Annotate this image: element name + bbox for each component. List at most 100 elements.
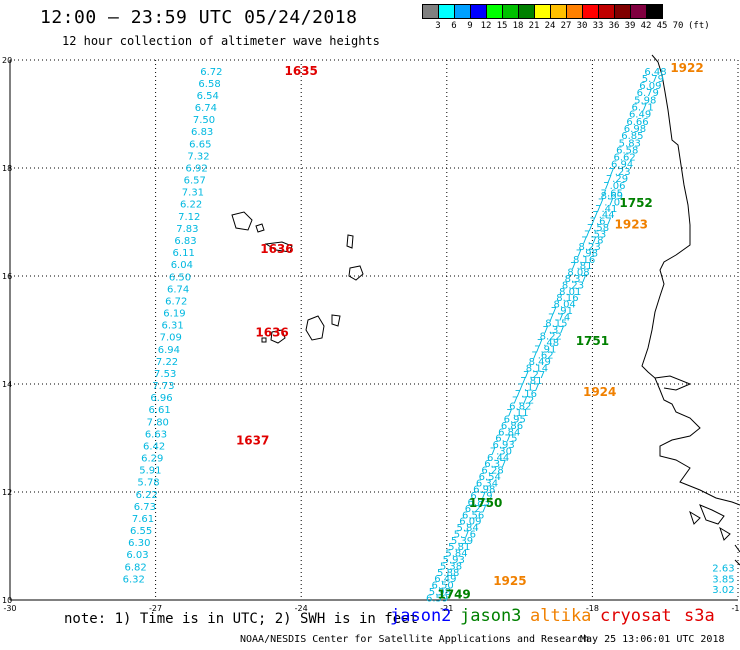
- wave-height-value: 8.08: [567, 268, 589, 279]
- wave-height-value: 5.76: [454, 529, 476, 540]
- wave-height-value: 7.81: [570, 261, 592, 272]
- wave-height-value: 6.83: [468, 498, 490, 509]
- legend-label: 21: [528, 21, 540, 31]
- wave-height-value: 6.09: [459, 517, 481, 528]
- wave-height-value: 7.27: [523, 370, 545, 381]
- wave-height-value: 6.03: [126, 550, 148, 561]
- legend-altika: altika: [530, 606, 592, 626]
- legend-label: 42: [640, 21, 652, 31]
- generated-timestamp: May 25 13:06:01 UTC 2018: [580, 634, 725, 645]
- wave-height-value: 7.62: [531, 351, 553, 362]
- lat-tick-label: 20: [2, 56, 12, 65]
- pass-time-label: 1752: [619, 196, 652, 210]
- wave-height-value: 2.63: [712, 564, 734, 575]
- wave-height-value: 7.12: [178, 212, 200, 223]
- legend-swatch: [646, 4, 663, 19]
- legend-label: 3: [435, 21, 441, 31]
- wave-height-value: 5.83: [619, 138, 641, 149]
- wave-height-value: 6.79: [470, 491, 492, 502]
- legend-label: 45: [656, 21, 668, 31]
- wave-height-value: 6.48: [644, 67, 666, 78]
- wave-height-value: 6.19: [163, 309, 185, 320]
- wave-height-value: 6.34: [476, 478, 498, 489]
- lat-tick-label: 16: [2, 272, 12, 281]
- wave-height-value: 6.71: [632, 103, 654, 114]
- track-jason2: 2.633.853.02: [712, 564, 734, 597]
- wave-height-value: 6.84: [498, 427, 520, 438]
- wave-height-value: 6.94: [158, 345, 180, 356]
- legend-label: 30: [576, 21, 588, 31]
- wave-height-value: 8.49: [529, 357, 551, 368]
- wave-height-value: 6.95: [504, 415, 526, 426]
- wave-height-value: 6.09: [639, 81, 661, 92]
- wave-height-value: 7.53: [154, 369, 176, 380]
- wave-height-value: 5.84: [445, 549, 467, 560]
- island-sal: [346, 234, 354, 249]
- wave-height-value: 7.70: [598, 197, 620, 208]
- wave-height-value: 8.15: [545, 319, 567, 330]
- island-maio: [331, 314, 341, 327]
- wave-height-value: 6.58: [198, 79, 220, 90]
- wave-height-value: 7.80: [147, 417, 169, 428]
- wave-height-value: 7.91: [534, 344, 556, 355]
- wave-height-value: 7.16: [515, 389, 537, 400]
- wave-height-value: 6.50: [169, 272, 191, 283]
- track-jason3-b: 6.485.796.096.795.986.716.496.666.986.85…: [601, 67, 667, 200]
- wave-height-value: 6.82: [124, 562, 146, 573]
- wave-height-value: 7.22: [156, 357, 178, 368]
- island-fogo: [270, 329, 286, 344]
- legend-s3a: s3a: [684, 606, 715, 626]
- wave-height-value: 6.79: [637, 88, 659, 99]
- wave-height-value: 6.73: [134, 502, 156, 513]
- wave-height-value: 6.32: [123, 574, 145, 585]
- wave-height-value: 7.61: [132, 514, 154, 525]
- wave-height-value: 3.85: [712, 574, 734, 585]
- wave-height-value: 8.14: [526, 363, 548, 374]
- legend-label: 18: [512, 21, 524, 31]
- legend-swatches: [422, 4, 710, 19]
- wave-height-value: 6.31: [161, 321, 183, 332]
- wave-height-value: 5.98: [634, 95, 656, 106]
- legend-label: 70: [672, 21, 684, 31]
- legend-label: 15: [496, 21, 508, 31]
- wave-height-value: 6.74: [167, 284, 189, 295]
- wave-height-value: 7.98: [576, 248, 598, 259]
- wave-height-value: 5.88: [437, 568, 459, 579]
- wave-height-value: 6.28: [481, 466, 503, 477]
- wave-height-value: 6.49: [629, 110, 651, 121]
- lon-tick-label: -24: [295, 604, 308, 613]
- wave-height-value: 6.86: [501, 421, 523, 432]
- map-title: 12:00 – 23:59 UTC 05/24/2018: [40, 7, 358, 28]
- wave-height-value: 5.39: [451, 536, 473, 547]
- legend-unit: (ft): [688, 21, 710, 31]
- wave-height-value: 8.16: [556, 293, 578, 304]
- wave-height-value: 6.65: [189, 139, 211, 150]
- island-brava: [261, 337, 267, 343]
- wave-height-value: 7.73: [152, 381, 174, 392]
- wave-height-value: 7.78: [581, 236, 603, 247]
- legend-label: 12: [480, 21, 492, 31]
- pass-time-label: 1925: [493, 574, 526, 588]
- wave-height-value: 6.66: [626, 117, 648, 128]
- wave-height-value: 6.96: [150, 393, 172, 404]
- lat-tick-label: 12: [2, 488, 12, 497]
- pass-time-label: 1751: [576, 334, 609, 348]
- wave-height-value: 7.53: [584, 229, 606, 240]
- wave-height-value: 8.22: [540, 331, 562, 342]
- wave-height-value: 6.83: [191, 127, 213, 138]
- legend-label: 9: [467, 21, 473, 31]
- wave-height-value: 6.42: [143, 441, 165, 452]
- wave-height-value: 7.29: [606, 174, 628, 185]
- wave-height-value: 8.04: [554, 300, 576, 311]
- credit-line: NOAA/NESDIS Center for Satellite Applica…: [240, 634, 590, 645]
- legend-labels: 3 6 9 12 15 18 21 24 27 30 33 36 39 42 45 70 (ft): [422, 21, 710, 31]
- lon-tick-label: -21: [440, 604, 453, 613]
- lon-tick-label: -18: [586, 604, 599, 613]
- wave-height-value: 8.23: [578, 242, 600, 253]
- wave-height-value: 5.79: [642, 74, 664, 85]
- pass-time-label: 1923: [615, 218, 648, 232]
- wave-height-value: 7.44: [592, 210, 614, 221]
- wave-height-value: 7.11: [506, 408, 528, 419]
- wave-height-value: 6.58: [616, 145, 638, 156]
